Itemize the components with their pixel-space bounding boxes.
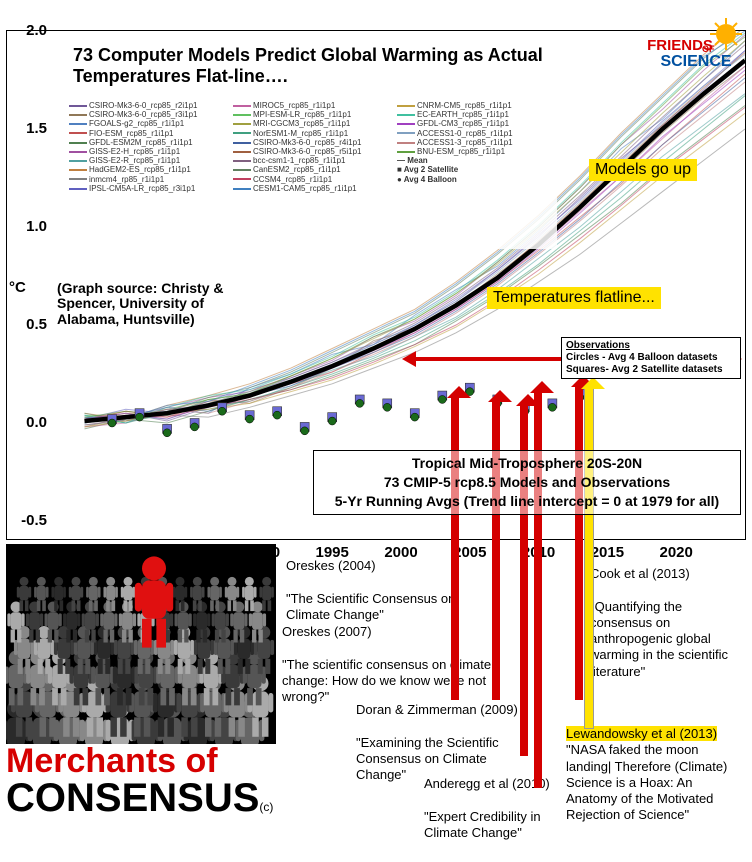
legend-item: CSIRO-Mk3-6-0_rcp85_r4i1p1 — [233, 138, 391, 147]
legend-item: IPSL-CM5A-LR_rcp85_r3i1p1 — [69, 184, 227, 193]
citation-title: "NASA faked the moon landing| Therefore … — [566, 742, 740, 823]
legend-item: inmcm4_rp85_r1i1p1 — [69, 175, 227, 184]
citation-arrow — [575, 387, 583, 700]
obs-squares-label: Squares- Avg 2 Satellite datasets — [566, 364, 723, 375]
legend-item: MRI-CGCM3_rcp85_r1i1p1 — [233, 119, 391, 128]
source-label: (Graph source: Christy & Spencer, Univer… — [57, 281, 257, 327]
citation-arrow — [451, 398, 459, 700]
merchants-copyright: (c) — [259, 800, 273, 814]
chart: °C 73 Computer Models Predict Global War… — [6, 30, 746, 540]
citation-arrow — [585, 389, 593, 728]
citation-title: "Quantifying the consensus on anthropoge… — [590, 599, 740, 680]
citation-author: Oreskes (2007) — [282, 624, 512, 640]
citation-arrow — [492, 402, 500, 700]
legend-item: FGOALS-g2_rcp85_r1i1p1 — [69, 119, 227, 128]
legend-item: ACCESS1-0_rcp85_r1i1p1 — [397, 129, 555, 138]
citation-title: "The Scientific Consensus on Climate Cha… — [286, 591, 456, 624]
legend-item: CNRM-CM5_rcp85_r1i1p1 — [397, 101, 555, 110]
legend-item: MIROC5_rcp85_r1i1p1 — [233, 101, 391, 110]
citation: Doran & Zimmerman (2009)"Examining the S… — [356, 702, 536, 783]
obs-heading: Observations — [566, 340, 630, 351]
legend-item: HadGEM2-ES_rcp85_r1i1p1 — [69, 165, 227, 174]
legend-item: GFDL-ESM2M_rcp85_r1i1p1 — [69, 138, 227, 147]
y-tick: 1.5 — [19, 120, 47, 137]
citation-author: Doran & Zimmerman (2009) — [356, 702, 536, 718]
citation-author: Anderegg et al (2010) — [424, 776, 584, 792]
legend-item: CSIRO-Mk3-6-0_rcp85_r3i1p1 — [69, 110, 227, 119]
citation-title: "Expert Credibility in Climate Change" — [424, 809, 584, 842]
legend-item: EC-EARTH_rcp85_r1i1p1 — [397, 110, 555, 119]
legend-item: BNU-ESM_rcp85_r1i1p1 — [397, 147, 555, 156]
citation: Cook et al (2013) "Quantifying the consen… — [590, 566, 740, 680]
crowd-graphic — [6, 544, 276, 744]
y-tick: 0.0 — [19, 414, 47, 431]
legend-item: GISS-E2-R_rcp85_r1i1p1 — [69, 156, 227, 165]
legend-item: FIO-ESM_rcp85_r1i1p1 — [69, 129, 227, 138]
citation-author: Oreskes (2004) — [286, 558, 456, 574]
legend-item: CSIRO-Mk3-6-0_rcp85_r5i1p1 — [233, 147, 391, 156]
chart-title: 73 Computer Models Predict Global Warmin… — [67, 41, 557, 90]
legend-item: NorESM1-M_rcp85_r1i1p1 — [233, 129, 391, 138]
models-go-up-label: Models go up — [589, 159, 697, 181]
legend-item: MPI-ESM-LR_rcp85_r1i1p1 — [233, 110, 391, 119]
legend-item: GFDL-CM3_rcp85_r1i1p1 — [397, 119, 555, 128]
merchants-line1: Merchants of — [6, 744, 286, 778]
merchants-line2: CONSENSUS — [6, 776, 259, 820]
y-tick: 1.0 — [19, 218, 47, 235]
legend-item: CESM1-CAM5_rcp85_r1i1p1 — [233, 184, 391, 193]
merchants-title: Merchants of CONSENSUS(c) — [6, 744, 286, 818]
svg-text:SCIENCE: SCIENCE — [660, 53, 731, 70]
model-legend: CSIRO-Mk3-6-0_rcp85_r2i1p1CSIRO-Mk3-6-0_… — [67, 99, 557, 249]
bottom-section: Merchants of CONSENSUS(c) Oreskes (2004)… — [6, 544, 746, 856]
y-tick: 2.0 — [19, 22, 47, 39]
y-tick: -0.5 — [19, 512, 47, 529]
citation-title: "The scientific consensus on climate cha… — [282, 657, 512, 706]
legend-item: CanESM2_rcp85_r1i1p1 — [233, 165, 391, 174]
citation: Oreskes (2007) "The scientific consensus … — [282, 624, 512, 705]
citation: Oreskes (2004) "The Scientific Consensus … — [286, 558, 456, 623]
legend-item: ACCESS1-3_rcp85_r1i1p1 — [397, 138, 555, 147]
chart-subtitle: Tropical Mid-Troposphere 20S-20N 73 CMIP… — [313, 450, 741, 515]
citation: Anderegg et al (2010) "Expert Credibility… — [424, 776, 584, 841]
citation-author: Lewandowsky et al (2013) — [566, 726, 717, 741]
legend-item: GISS-E2-H_rcp85_r1i1p1 — [69, 147, 227, 156]
citation: Lewandowsky et al (2013)"NASA faked the … — [566, 726, 740, 824]
legend-item: bcc-csm1-1_rcp85_r1i1p1 — [233, 156, 391, 165]
friends-of-science-logo: FRIENDS OF SCIENCE — [648, 16, 748, 76]
citation-author: Cook et al (2013) — [590, 566, 740, 582]
y-tick: 0.5 — [19, 316, 47, 333]
legend-item: CCSM4_rcp85_r1i1p1 — [233, 175, 391, 184]
flatline-label: Temperatures flatline... — [487, 287, 661, 309]
legend-item: CSIRO-Mk3-6-0_rcp85_r2i1p1 — [69, 101, 227, 110]
y-axis-label: °C — [9, 279, 26, 296]
observations-legend: Observations Circles - Avg 4 Balloon dat… — [561, 337, 741, 379]
obs-circles-label: Circles - Avg 4 Balloon datasets — [566, 352, 718, 363]
